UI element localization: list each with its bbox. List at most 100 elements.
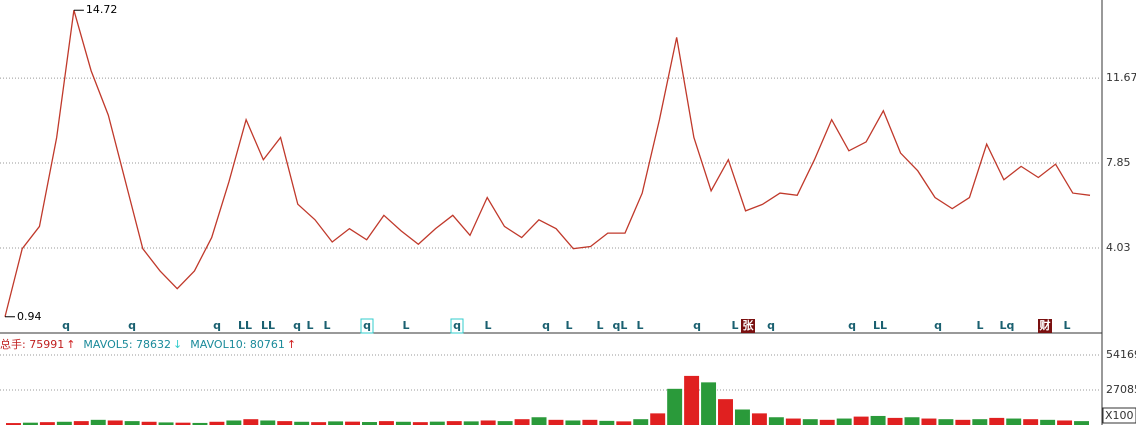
volume-bar: [802, 419, 818, 425]
unit-label: X100: [1105, 409, 1134, 422]
event-marker: L: [596, 319, 603, 332]
event-marker: LL: [238, 319, 252, 332]
marker-box: [360, 318, 374, 334]
event-marker: L: [402, 319, 409, 332]
volume-bar: [362, 422, 377, 425]
volume-bar: [39, 422, 55, 425]
volume-bar: [582, 419, 598, 425]
event-marker: q: [453, 319, 461, 332]
volume-bar: [1057, 420, 1073, 425]
volume-bar: [141, 421, 157, 425]
event-marker: LL: [873, 319, 887, 332]
volume-bar: [955, 419, 971, 425]
event-marker: L: [484, 319, 491, 332]
event-marker: L: [565, 319, 572, 332]
volume-bar: [989, 417, 1005, 425]
volume-bar: [751, 413, 767, 425]
volume-bar: [565, 420, 581, 425]
volume-bar: [904, 417, 920, 425]
volume-bar: [260, 420, 276, 425]
marker-box: [741, 319, 755, 333]
event-marker: L: [976, 319, 983, 332]
volume-bar: [870, 415, 886, 425]
volume-bar: [22, 422, 38, 425]
low-label: 0.94: [17, 310, 42, 323]
legend-trend: ↑: [287, 338, 296, 351]
event-marker: q: [363, 319, 371, 332]
volume-bar: [107, 420, 123, 425]
volume-bar: [972, 419, 988, 425]
volume-bar: [90, 419, 106, 425]
volume-bar: [921, 418, 937, 425]
volume-bar: [1006, 418, 1022, 425]
volume-bar: [446, 421, 462, 425]
volume-bar: [345, 421, 361, 425]
volume-bar: [294, 421, 310, 425]
event-marker: L: [636, 319, 643, 332]
volume-bar: [768, 417, 784, 425]
event-marker: L: [306, 319, 313, 332]
volume-bar: [311, 422, 327, 425]
event-marker: LL: [261, 319, 275, 332]
volume-bar: [463, 421, 479, 425]
volume-bar: [497, 421, 513, 425]
volume-bar: [785, 418, 801, 425]
y-tick-label: 7.85: [1106, 156, 1131, 169]
event-marker: q: [62, 319, 70, 332]
volume-bar: [734, 409, 750, 425]
volume-bar: [429, 421, 445, 425]
volume-bar: [192, 422, 208, 425]
volume-bar: [616, 421, 632, 425]
volume-bar: [328, 421, 344, 425]
volume-bar: [887, 417, 903, 425]
volume-bar: [175, 422, 191, 425]
volume-bar: [480, 420, 496, 425]
y-tick-label: 4.03: [1106, 241, 1131, 254]
y-tick-label: 54169: [1106, 348, 1136, 361]
marker-box: [1038, 319, 1052, 333]
volume-bar: [819, 419, 835, 425]
event-marker: qL: [613, 319, 628, 332]
event-marker: q: [848, 319, 856, 332]
volume-bar: [667, 388, 683, 425]
event-marker: q: [693, 319, 701, 332]
volume-bar: [718, 399, 733, 425]
volume-bar: [395, 421, 411, 425]
volume-bar: [226, 420, 242, 425]
event-marker: Lq: [1000, 319, 1015, 332]
volume-bar: [836, 418, 852, 425]
event-marker: q: [128, 319, 136, 332]
y-tick-label: 11.67: [1106, 71, 1136, 84]
volume-bar: [158, 422, 174, 425]
volume-bar: [412, 422, 428, 425]
legend-entry: MAVOL5: 78632: [83, 338, 171, 351]
volume-bar: [124, 421, 140, 425]
volume-bar: [56, 421, 72, 425]
volume-bar: [548, 419, 564, 425]
event-marker: q: [542, 319, 550, 332]
unit-box: [1102, 407, 1136, 424]
volume-bar: [378, 421, 394, 425]
event-marker: q: [293, 319, 301, 332]
volume-bar: [938, 419, 954, 425]
volume-bar: [209, 421, 225, 425]
volume-bar: [1023, 419, 1039, 425]
legend-trend: ↓: [173, 338, 182, 351]
volume-bar: [853, 416, 869, 425]
volume-bar: [633, 419, 649, 425]
high-label: 14.72: [86, 3, 118, 16]
marker-box: [450, 318, 464, 334]
volume-bar: [6, 423, 21, 425]
volume-bar: [531, 417, 547, 425]
event-marker: 财: [1039, 318, 1051, 332]
volume-bar: [277, 421, 293, 425]
event-marker: 张: [743, 318, 755, 332]
volume-bar: [243, 419, 259, 425]
event-marker: L: [1063, 319, 1070, 332]
volume-bar: [73, 421, 89, 425]
volume-bar: [650, 413, 666, 425]
legend-trend: ↑: [66, 338, 75, 351]
price-line: [4, 10, 1091, 317]
